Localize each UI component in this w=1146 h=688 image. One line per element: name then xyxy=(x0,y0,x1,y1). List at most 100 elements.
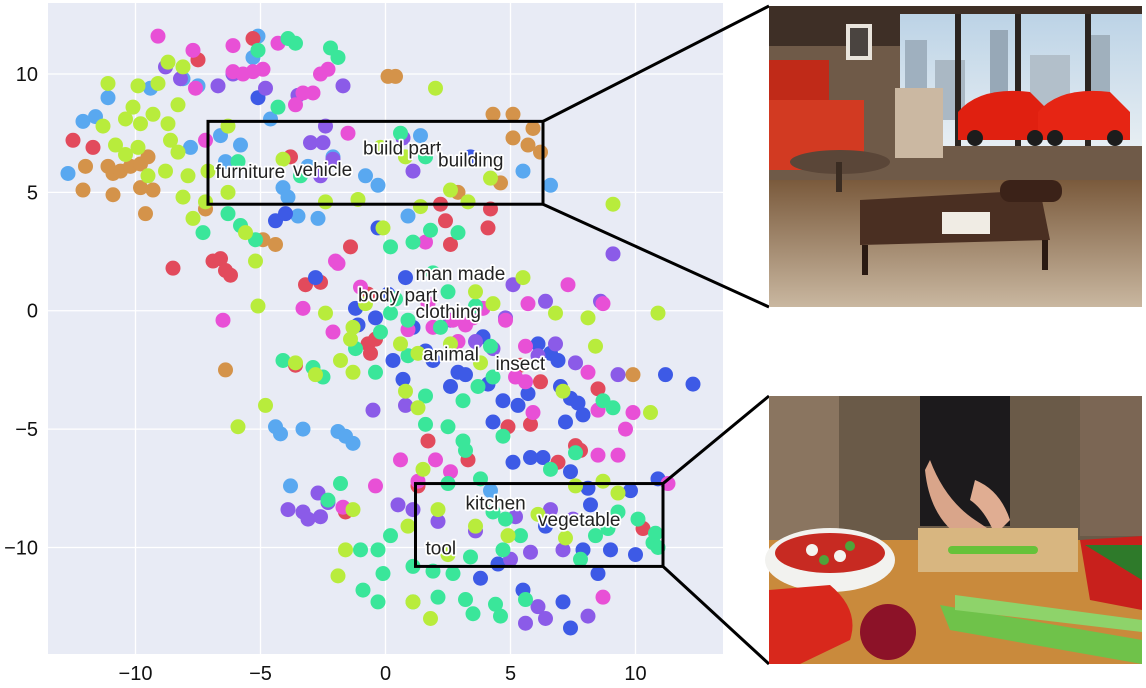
scatter-point xyxy=(420,296,436,312)
scatter-point xyxy=(288,355,303,371)
scatter-point xyxy=(130,78,146,94)
scatter-point xyxy=(318,305,333,321)
scatter-point xyxy=(288,35,303,51)
scatter-point xyxy=(495,428,511,444)
scatter-point xyxy=(95,118,111,134)
scatter-point xyxy=(565,511,581,527)
scatter-point xyxy=(210,78,226,94)
scatter-point xyxy=(320,492,336,508)
scatter-point xyxy=(370,542,386,558)
scatter-point xyxy=(425,265,441,281)
connector-line xyxy=(542,202,770,309)
cluster-label: body part xyxy=(358,285,438,306)
scatter-point xyxy=(343,239,358,255)
scatter-point xyxy=(485,504,501,520)
scatter-point xyxy=(440,284,456,300)
scatter-point xyxy=(353,542,368,558)
scatter-point xyxy=(248,253,263,269)
scatter-point xyxy=(315,135,331,151)
scatter-point xyxy=(368,364,383,380)
scatter-point xyxy=(595,473,611,489)
scatter-point xyxy=(458,317,473,333)
cluster-label: animal xyxy=(423,344,479,365)
scatter-point xyxy=(230,419,246,435)
scatter-point xyxy=(78,158,93,174)
x-tick-label: 5 xyxy=(505,663,516,685)
scatter-point xyxy=(533,374,548,390)
scatter-point xyxy=(533,144,548,160)
axis-tick-labels: −10 −5 0 5 10 −10 −5 0 5 10 xyxy=(4,64,647,685)
scatter-point xyxy=(618,421,633,437)
cluster-label: clothing xyxy=(416,302,482,323)
scatter-point xyxy=(283,478,298,494)
scatter-point xyxy=(125,99,141,115)
scatter-point xyxy=(590,566,606,582)
scatter-point xyxy=(410,345,426,361)
scatter-point xyxy=(355,582,371,598)
scatter-point xyxy=(463,549,478,565)
scatter-point xyxy=(388,68,403,84)
scatter-point xyxy=(518,338,533,354)
cluster-label: man made xyxy=(416,264,506,285)
scatter-point xyxy=(543,177,558,193)
y-tick-label: 10 xyxy=(16,64,38,86)
scatter-point xyxy=(230,154,246,170)
scatter-point xyxy=(468,298,483,314)
scatter-point xyxy=(498,511,513,527)
scatter-point xyxy=(373,139,388,155)
scatter-point xyxy=(255,61,271,77)
scatter-point xyxy=(330,49,346,65)
living-room-photo xyxy=(769,6,1142,307)
y-tick-label: 0 xyxy=(27,301,38,323)
cluster-label: building xyxy=(438,150,504,171)
scatter-point xyxy=(238,225,253,241)
scatter-point xyxy=(558,414,573,430)
scatter-point xyxy=(590,381,606,397)
scatter-point xyxy=(100,75,116,91)
cluster-label: tool xyxy=(426,539,457,560)
scatter-point xyxy=(395,371,411,387)
cluster-label: furniture xyxy=(216,162,286,183)
scatter-point xyxy=(118,111,133,127)
scatter-point xyxy=(333,476,348,492)
scatter-point xyxy=(173,71,188,87)
scatter-point xyxy=(308,270,323,286)
scatter-point xyxy=(390,497,406,513)
scatter-point xyxy=(520,137,536,153)
scatter-point xyxy=(393,125,408,141)
scatter-point xyxy=(198,194,213,210)
scatter-point xyxy=(393,336,408,352)
scatter-point xyxy=(388,291,403,307)
scatter-points xyxy=(60,28,701,636)
scatter-point xyxy=(440,547,456,563)
scatter-point xyxy=(365,402,381,418)
scatter-point xyxy=(370,594,386,610)
scatter-point xyxy=(195,225,211,241)
scatter-point xyxy=(518,374,533,390)
connector-line xyxy=(662,394,770,485)
scatter-point xyxy=(138,206,153,222)
scatter-point xyxy=(498,312,513,328)
scatter-point xyxy=(345,319,361,335)
scatter-point xyxy=(568,355,583,371)
scatter-point xyxy=(140,149,156,165)
scatter-point xyxy=(555,383,571,399)
scatter-point xyxy=(485,414,501,430)
scatter-point xyxy=(443,378,458,394)
scatter-point xyxy=(563,620,578,636)
scatter-point xyxy=(175,189,191,205)
scatter-point xyxy=(428,452,443,468)
scatter-point xyxy=(548,305,563,321)
scatter-point xyxy=(215,312,231,328)
scatter-point xyxy=(600,521,616,537)
scatter-point xyxy=(223,267,238,283)
scatter-point xyxy=(213,251,228,267)
scatter-point xyxy=(523,416,538,432)
scatter-point xyxy=(105,187,121,203)
scatter-point xyxy=(455,393,471,409)
scatter-point xyxy=(353,279,368,295)
scatter-point xyxy=(530,599,546,615)
scatter-point xyxy=(458,592,473,608)
scatter-point xyxy=(625,367,641,383)
scatter-point xyxy=(398,397,413,413)
